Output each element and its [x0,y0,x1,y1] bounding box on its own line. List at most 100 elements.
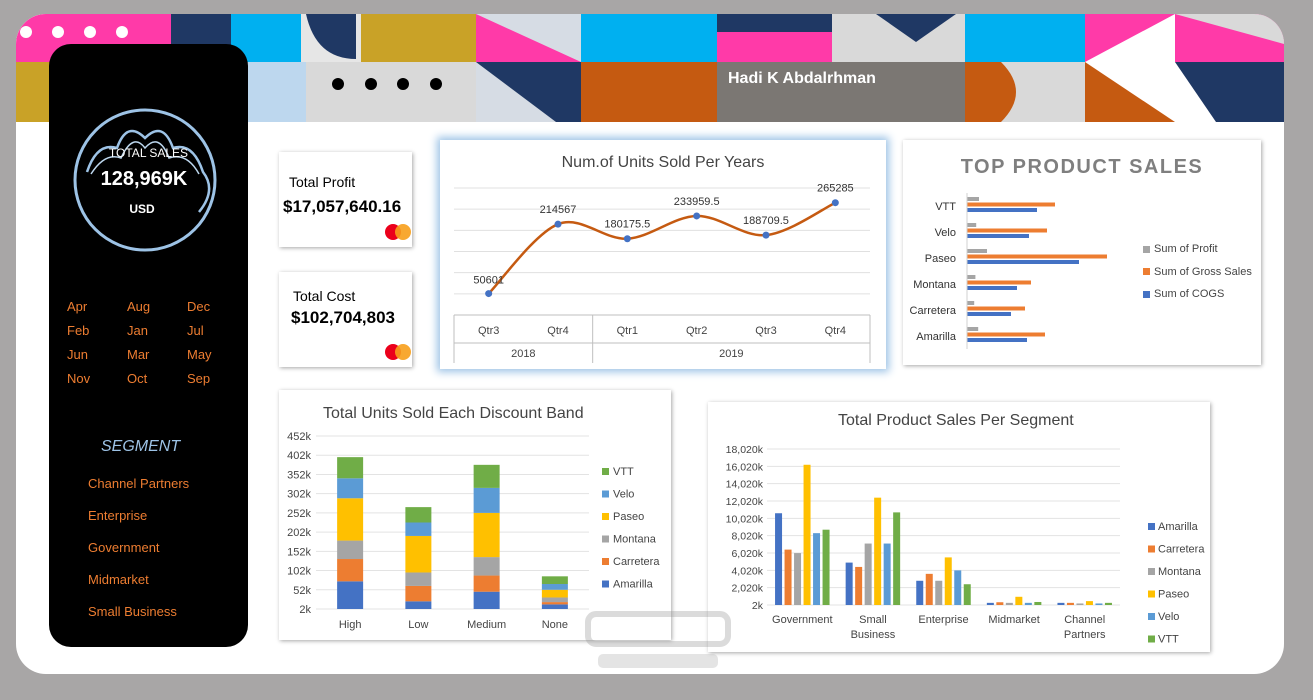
legend-label: Paseo [1158,589,1189,601]
total-sales-unit: USD [129,202,155,216]
y-tick-label: 2k [299,604,311,616]
stacked-bar-segment [473,487,500,513]
segment-slicer: Channel Partners Enterprise Government M… [88,476,189,636]
x-tick-label: Qtr3 [755,325,776,337]
legend-label: Carretera [613,556,660,568]
y-tick-label: 352k [287,469,311,481]
month-item[interactable]: May [187,347,212,362]
total-sales-label: TOTAL SALES [108,146,189,160]
bar [967,286,1017,290]
stacked-bar-segment [337,581,364,609]
x-tick-label: Medium [467,619,506,631]
legend-item: Sum of Gross Sales [1143,261,1252,284]
bar [967,223,977,227]
stacked-bar-segment [541,602,568,605]
x-tick-label: Government [772,614,833,626]
total-profit-value: $17,057,640.16 [283,197,402,216]
total-profit-label: Total Profit [289,174,356,190]
mastercard-icon [385,343,415,361]
x-tick-label: Enterprise [918,614,968,626]
y-tick-label: 252k [287,508,311,520]
bar [1034,601,1042,605]
data-point [485,290,493,298]
stacked-bar-segment [337,540,364,560]
data-label: 214567 [540,204,577,216]
legend-swatch [1148,590,1155,598]
month-item[interactable]: Jun [67,347,88,362]
stacked-bar-segment [541,604,568,609]
x-group-label: 2018 [511,348,535,360]
month-item[interactable]: Nov [67,371,91,386]
author-box [717,62,965,122]
bar [944,557,952,605]
segment-item[interactable]: Government [88,540,160,555]
month-item[interactable]: Sep [187,371,211,386]
y-tick-label: 18,020k [726,444,764,456]
bar [967,228,1047,233]
month-item[interactable]: Jan [127,323,148,338]
units-per-year-chart: Num.of Units Sold Per Years 50601 214567 1… [440,140,886,369]
total-cost-value: $102,704,803 [291,308,395,327]
y-tick-label: 14,020k [726,479,764,491]
author-name: Hadi K Abdalrhman [728,70,876,87]
top-product-sales-title: TOP PRODUCT SALES [960,156,1204,178]
stacked-bar-segment [337,478,364,499]
y-tick-label: 52k [293,585,311,597]
stacked-bar-segment [337,498,364,541]
bar [967,327,979,331]
bar [794,553,802,605]
header-banner [16,14,1284,122]
legend-swatch [602,558,609,565]
month-item[interactable]: Feb [67,323,90,338]
bar [784,549,792,605]
legend-swatch [1143,268,1150,276]
bar [967,249,987,253]
month-item[interactable]: Jul [187,323,204,338]
segment-item[interactable]: Midmarket [88,572,149,587]
stacked-bar-segment [405,535,432,573]
bar [967,202,1055,207]
x-tick-label: Business [851,629,896,641]
top-product-legend: Sum of Profit Sum of Gross Sales Sum of … [1143,238,1252,306]
segment-item[interactable]: Small Business [88,604,177,619]
bar [967,301,975,305]
stacked-bar-segment [405,601,432,609]
data-point [762,231,770,239]
y-tick-label: 12,020k [726,496,764,508]
legend-swatch [602,535,609,543]
bar [1066,602,1074,605]
bar [967,338,1027,342]
legend-label: Montana [1158,566,1202,578]
data-point [554,220,562,228]
legend-item: Sum of Profit [1143,238,1252,261]
x-group-label: 2019 [719,348,743,360]
stacked-bar-segment [541,584,568,590]
bar [963,584,971,605]
stacked-bar-segment [405,585,432,602]
month-item[interactable]: Dec [187,299,211,314]
legend-swatch [1148,568,1155,575]
legend-swatch [1148,635,1155,643]
legend-swatch [1148,523,1155,530]
data-label: 265285 [817,183,854,195]
stacked-bar-segment [337,457,364,479]
data-point [831,199,839,207]
x-tick-label: Partners [1064,629,1106,641]
bar [1095,603,1103,605]
month-slicer: Apr Aug Dec Feb Jan Jul Jun Mar May Nov … [67,299,247,386]
legend-label: Amarilla [1158,521,1199,533]
data-point [623,235,631,243]
y-tick-label: 8,020k [731,531,763,543]
month-item[interactable]: Oct [127,371,148,386]
segment-item[interactable]: Enterprise [88,508,148,523]
bar [1104,602,1112,605]
bar [1015,596,1023,605]
month-item[interactable]: Mar [127,347,150,362]
y-tick-label: 102k [287,566,311,578]
segment-item[interactable]: Channel Partners [88,476,190,491]
month-item[interactable]: Aug [127,299,151,314]
bar [967,254,1107,259]
x-tick-label: Qtr4 [547,325,568,337]
month-item[interactable]: Apr [67,299,88,314]
y-tick-label: 202k [287,527,311,539]
